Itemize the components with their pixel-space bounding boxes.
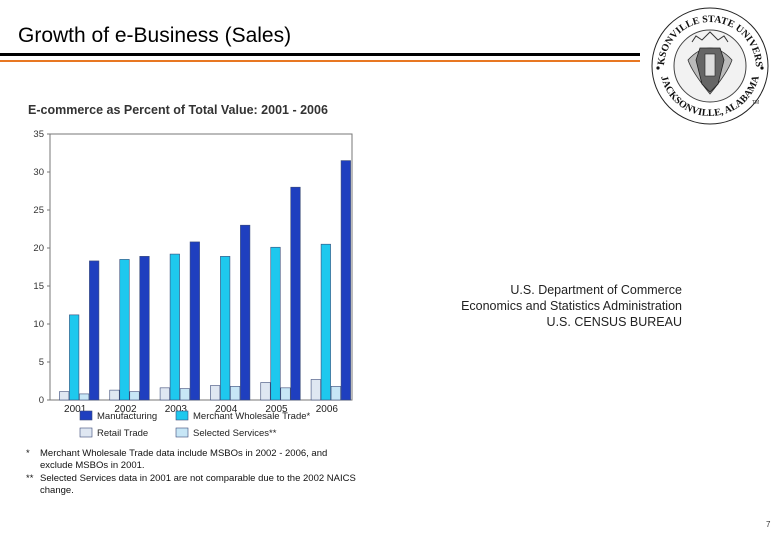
legend-swatch-merchant-wholesale — [175, 410, 189, 421]
title-rule-orange — [0, 60, 640, 62]
bar-selected-services-2006 — [330, 386, 341, 401]
footnote-2-mark: ** — [26, 473, 34, 484]
bar-manufacturing-2005 — [290, 186, 301, 401]
page-number: 7 — [766, 520, 771, 529]
bar-manufacturing-2002 — [139, 256, 150, 401]
bar-selected-services-2004 — [230, 386, 241, 401]
legend-label-manufacturing: Manufacturing — [97, 411, 157, 422]
y-tick-label: 10 — [33, 319, 44, 330]
x-tick-label: 2004 — [215, 404, 238, 415]
bar-retail-trade-2002 — [109, 389, 120, 401]
legend-label-selected-services: Selected Services** — [193, 428, 277, 439]
bar-manufacturing-2003 — [189, 241, 200, 401]
bar-merchant-wholesale-2006 — [320, 243, 331, 401]
legend-label-merchant-wholesale: Merchant Wholesale Trade* — [193, 411, 311, 422]
ecommerce-bar-chart: 0 5 10 15 20 25 30 35 2001 2002 2003 2004 2005 2006 Ma… — [33, 129, 353, 439]
title-rule-black — [0, 53, 640, 56]
bar-merchant-wholesale-2005 — [270, 246, 281, 401]
y-tick-label: 5 — [39, 357, 44, 368]
census-source-block: U.S. Department of Commerce Economics an… — [440, 282, 682, 330]
bar-merchant-wholesale-2004 — [220, 256, 231, 401]
y-tick-label: 0 — [39, 395, 44, 406]
footnote-2: ** Selected Services data in 2001 are no… — [26, 473, 362, 496]
bar-retail-trade-2001 — [59, 391, 70, 401]
chart-panel: E-commerce as Percent of Total Value: 20… — [24, 98, 364, 498]
bar-selected-services-2005 — [280, 387, 291, 401]
y-tick-label: 15 — [33, 281, 44, 292]
bar-merchant-wholesale-2001 — [69, 314, 80, 401]
bar-retail-trade-2006 — [310, 379, 321, 401]
y-tick-label: 30 — [33, 167, 44, 178]
x-tick-label: 2001 — [64, 404, 87, 415]
x-tick-label: 2005 — [265, 404, 288, 415]
bar-selected-services-2003 — [179, 388, 190, 401]
bar-manufacturing-2006 — [340, 160, 351, 401]
bar-manufacturing-2004 — [240, 224, 251, 401]
bar-merchant-wholesale-2003 — [169, 253, 180, 401]
bar-merchant-wholesale-2002 — [119, 259, 130, 401]
x-tick-label: 2006 — [316, 404, 339, 415]
legend-label-retail-trade: Retail Trade — [97, 428, 148, 439]
source-line-1: U.S. Department of Commerce — [510, 283, 682, 297]
y-tick-label: 20 — [33, 243, 44, 254]
plot-area — [49, 133, 353, 401]
legend-swatch-manufacturing — [79, 410, 93, 421]
chart-title: E-commerce as Percent of Total Value: 20… — [28, 103, 328, 117]
bar-retail-trade-2003 — [159, 387, 170, 401]
legend-swatch-retail-trade — [79, 427, 93, 438]
chart-footnotes: * Merchant Wholesale Trade data include … — [26, 448, 362, 496]
university-seal-icon: JACKSONVILLE STATE UNIVERSITY JACKSONVIL… — [648, 2, 769, 125]
footnote-1-text: Merchant Wholesale Trade data include MS… — [40, 448, 328, 471]
source-line-2: Economics and Statistics Administration — [461, 299, 682, 313]
legend-swatch-selected-services — [175, 427, 189, 438]
bar-selected-services-2001 — [79, 393, 90, 401]
seal-tm: TM — [752, 100, 759, 106]
footnote-1-mark: * — [26, 448, 30, 459]
slide-title: Growth of e-Business (Sales) — [18, 24, 292, 47]
bar-retail-trade-2004 — [210, 385, 221, 401]
footnote-1: * Merchant Wholesale Trade data include … — [26, 448, 362, 471]
bar-retail-trade-2005 — [260, 382, 271, 401]
source-line-3: U.S. CENSUS BUREAU — [546, 315, 682, 329]
bar-manufacturing-2001 — [89, 260, 100, 401]
y-tick-label: 35 — [33, 129, 44, 140]
footnote-2-text: Selected Services data in 2001 are not c… — [40, 473, 356, 496]
bar-selected-services-2002 — [129, 391, 140, 401]
x-tick-label: 2003 — [165, 404, 188, 415]
y-tick-label: 25 — [33, 205, 44, 216]
x-tick-label: 2002 — [114, 404, 137, 415]
